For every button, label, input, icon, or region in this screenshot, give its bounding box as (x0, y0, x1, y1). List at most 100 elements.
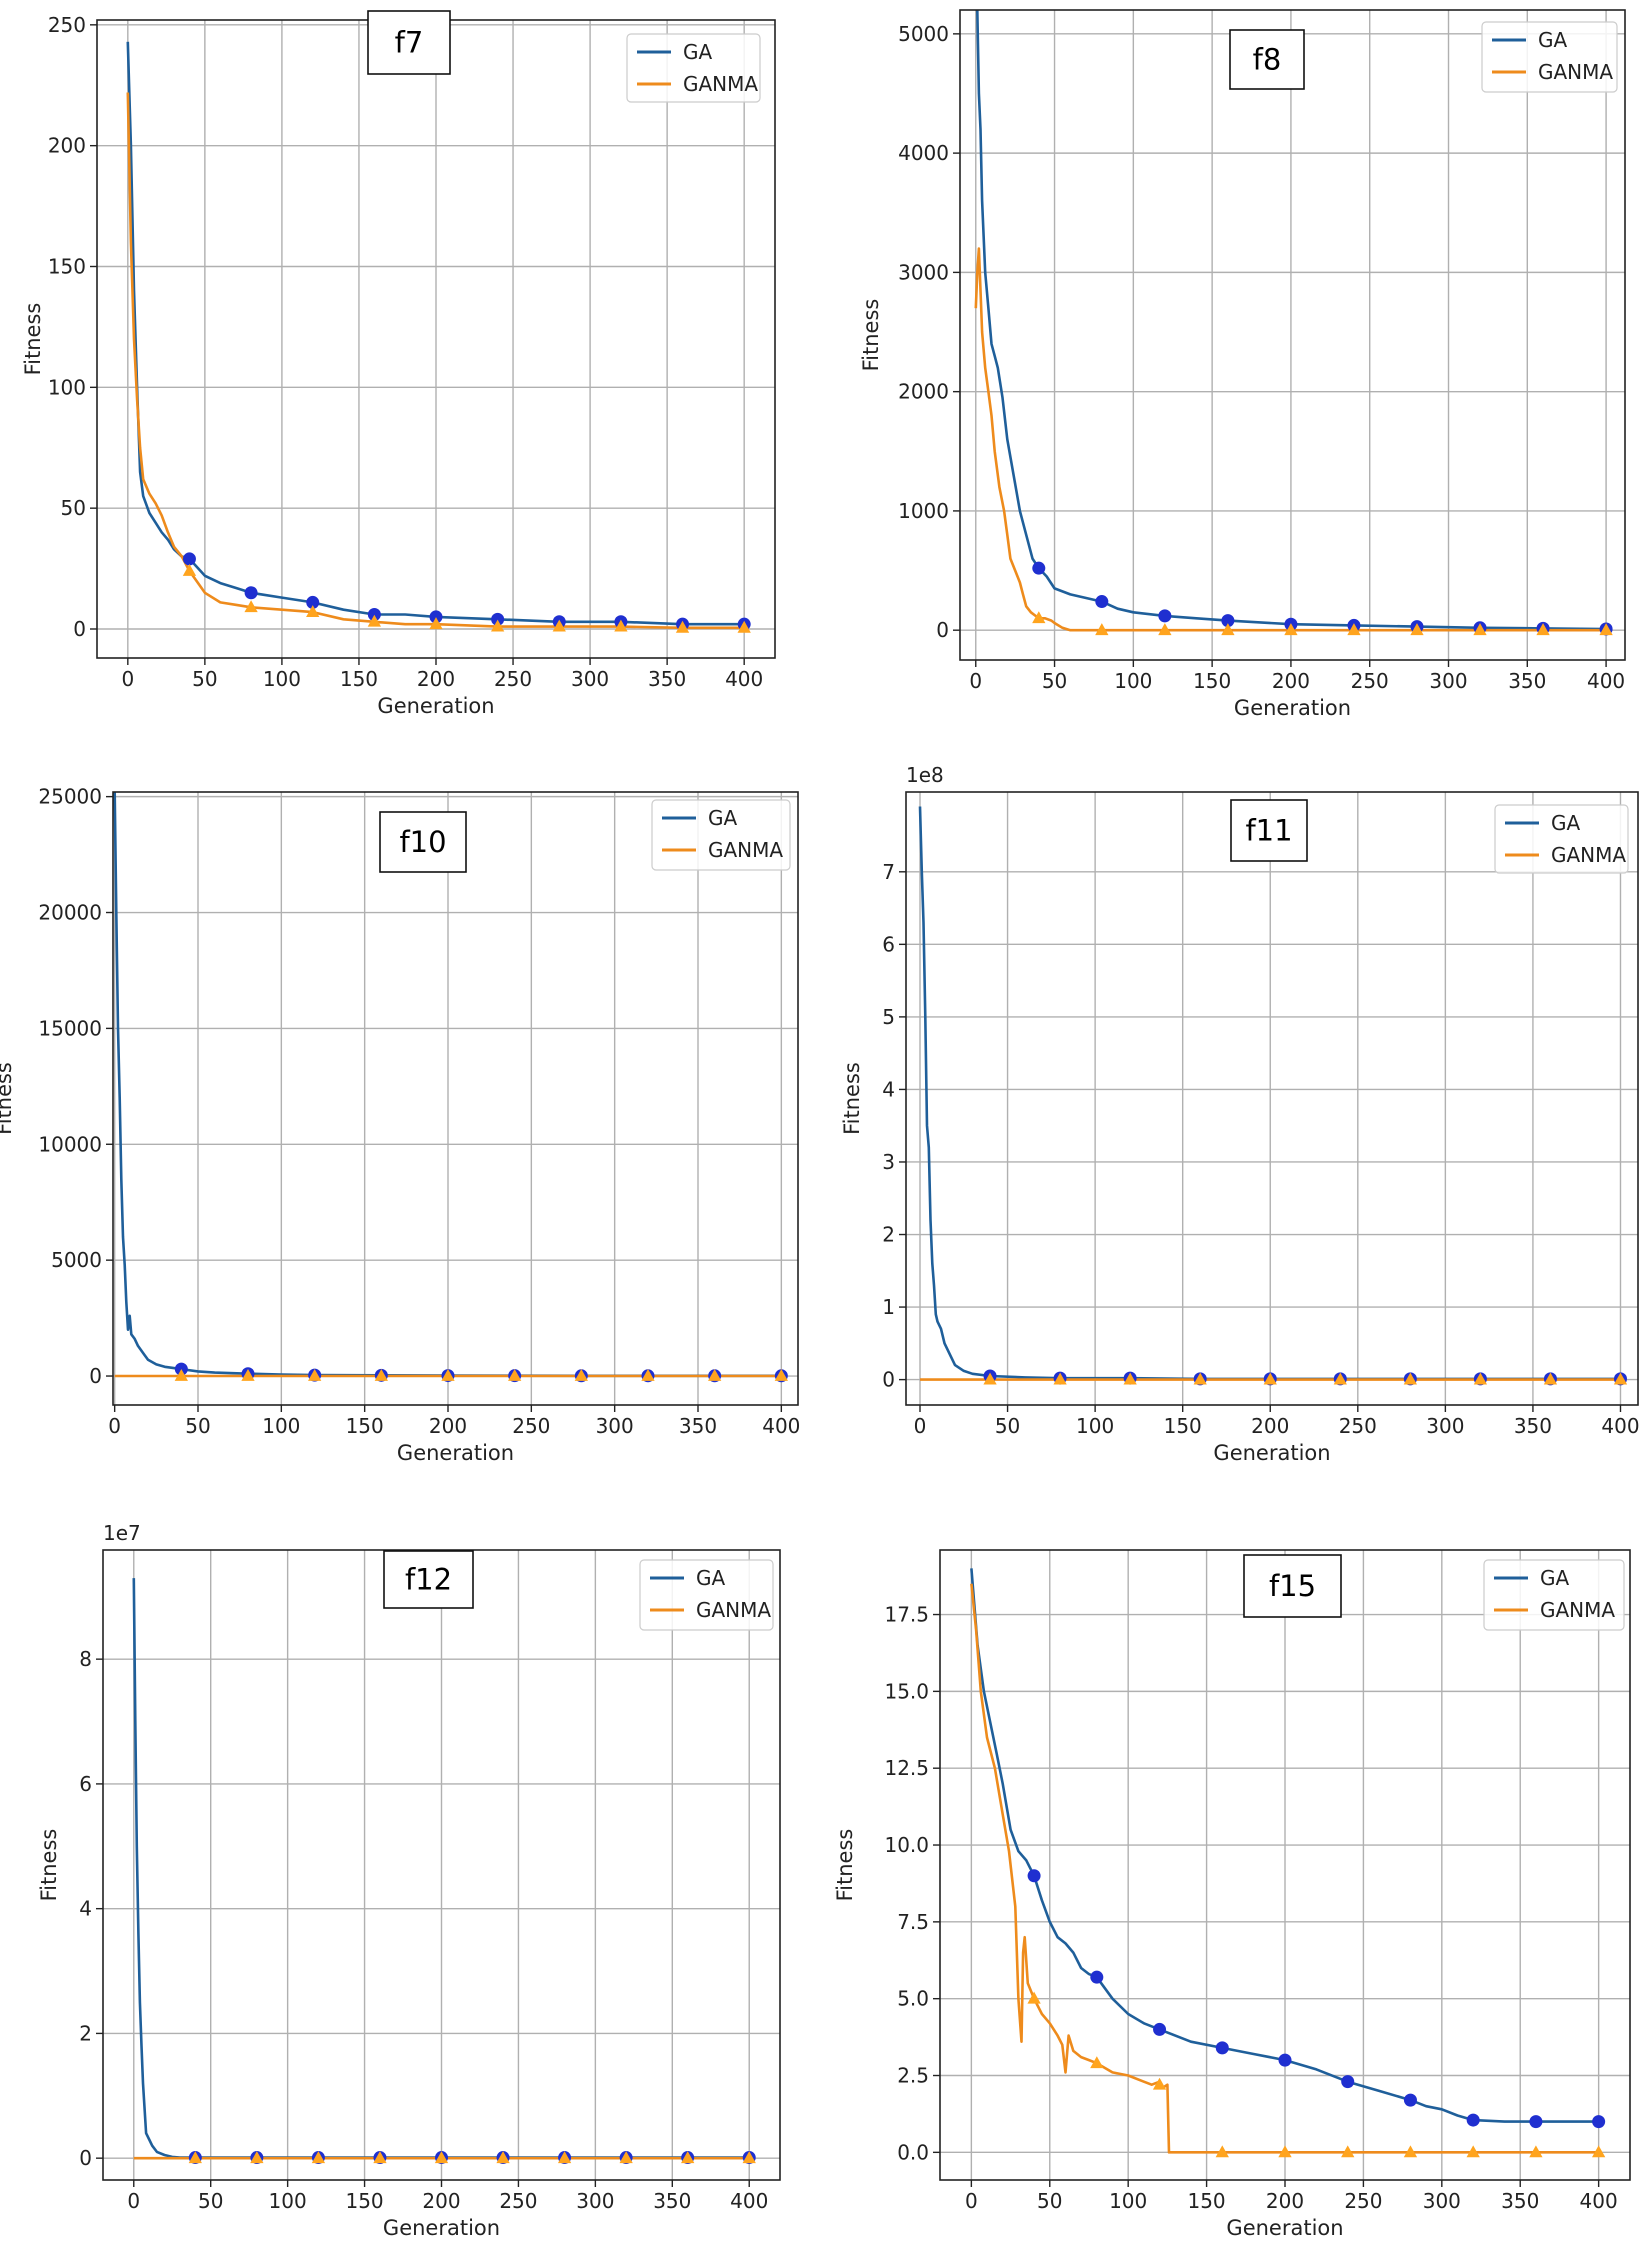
plot-frame (112, 791, 799, 1406)
x-tick-label: 250 (1351, 669, 1389, 693)
x-tick-label: 150 (340, 667, 378, 691)
legend-label-ganma: GANMA (683, 72, 758, 96)
ganma-marker (1473, 623, 1487, 636)
chart-tag-box (383, 1550, 474, 1609)
y-tick-label: 5000 (898, 22, 949, 46)
legend-label-ganma: GANMA (696, 1598, 771, 1622)
legend-label-ga: GA (1540, 1566, 1569, 1590)
ga-marker (1027, 1869, 1041, 1883)
y-tick-label: 1 (882, 1295, 895, 1319)
chart-f12: 0 50 100 150 200 250 300 350 400 0 2 4 6 8 Generation F… (37, 1521, 781, 2240)
ganma-marker (1158, 623, 1172, 636)
y-tick-label: 200 (48, 134, 86, 158)
y-tick-label: 10.0 (884, 1833, 929, 1857)
legend-label-ganma: GANMA (1551, 843, 1626, 867)
x-tick-label: 250 (1344, 2189, 1382, 2213)
ganma-marker (311, 2151, 326, 2164)
legend-label-ga: GA (1538, 28, 1567, 52)
ganma-marker (182, 564, 197, 576)
ganma-marker (490, 619, 505, 632)
chart-tag-box (1243, 1554, 1342, 1618)
legend: GA GANMA (651, 799, 791, 871)
x-tick-label: 400 (1601, 1414, 1639, 1438)
ganma-marker (1284, 623, 1298, 636)
ganma-marker (1543, 1372, 1558, 1385)
chart-f15: 0 50 100 150 200 250 300 350 400 0.0 2.5 5.0 7.5 10.0… (833, 1549, 1631, 2240)
x-tick-label: 100 (269, 2189, 307, 2213)
chart-tag-box (1230, 799, 1308, 862)
x-tick-label: 150 (1187, 2189, 1225, 2213)
y-tick-label: 3000 (898, 260, 949, 284)
x-tick-label: 0 (965, 2189, 978, 2213)
ga-marker (1221, 614, 1235, 628)
x-tick-label: 300 (571, 667, 609, 691)
x-tick-label: 300 (1429, 669, 1467, 693)
chart-tag-label: f15 (1269, 1569, 1316, 1603)
ganma-marker (1278, 2145, 1292, 2158)
x-tick-label: 150 (1193, 669, 1231, 693)
legend: GA GANMA (639, 1559, 774, 1631)
series-line-ganma (126, 92, 745, 630)
x-tick-label: 150 (1164, 1414, 1202, 1438)
series-line-ganma (970, 1583, 1599, 2154)
y-tick-label: 25000 (38, 785, 102, 809)
y-axis-label: Fitness (37, 1829, 61, 1902)
ganma-marker (1403, 2145, 1418, 2158)
x-tick-label: 400 (1580, 2189, 1618, 2213)
ganma-marker (983, 1372, 997, 1385)
ganma-marker (306, 605, 320, 617)
ganma-marker (552, 619, 566, 632)
ganma-marker (1193, 1372, 1207, 1385)
x-tick-label: 50 (198, 2189, 223, 2213)
ganma-marker (574, 1369, 588, 1381)
x-tick-label: 0 (969, 669, 982, 693)
ganma-marker (737, 620, 751, 633)
chart-tag-box (379, 811, 467, 873)
x-tick-label: 50 (192, 667, 217, 691)
ganma-marker (250, 2151, 264, 2164)
x-tick-label: 50 (185, 1414, 210, 1438)
y-tick-label: 50 (61, 496, 86, 520)
x-tick-label: 250 (512, 1414, 550, 1438)
ga-marker (1032, 561, 1046, 575)
chart-f7: 0 50 100 150 200 250 300 350 400050100150200250G… (21, 10, 776, 718)
y-tick-label: 17.5 (884, 1603, 929, 1627)
y-tick-label: 2 (79, 2021, 92, 2045)
x-axis-label: Generation (397, 1441, 514, 1465)
ganma-marker (1263, 1372, 1277, 1385)
y-tick-label: 100 (48, 375, 86, 399)
chart-tag-label: f11 (1245, 814, 1292, 848)
x-tick-label: 350 (653, 2189, 691, 2213)
y-tick-label: 0 (936, 618, 949, 642)
ga-marker (1215, 2041, 1229, 2055)
x-tick-label: 350 (1508, 669, 1546, 693)
x-tick-label: 300 (1423, 2189, 1461, 2213)
chart-tag-box (1229, 29, 1305, 90)
legend-label-ga: GA (683, 40, 712, 64)
chart-tag-box (367, 10, 451, 75)
ga-marker (367, 608, 381, 621)
ga-marker (429, 610, 443, 624)
ganma-marker (1466, 2145, 1480, 2158)
ganma-marker (708, 1369, 722, 1381)
ga-marker (1158, 609, 1172, 623)
y-tick-label: 5 (882, 1005, 895, 1029)
y-axis-label: Fitness (21, 303, 45, 376)
y-tick-label: 0 (73, 617, 86, 641)
y-tick-label: 6 (79, 1772, 92, 1796)
x-tick-label: 50 (995, 1414, 1020, 1438)
x-tick-label: 100 (1114, 669, 1152, 693)
axis-offset-text: 1e7 (103, 1521, 141, 1545)
x-tick-label: 300 (596, 1414, 634, 1438)
x-axis-label: Generation (1213, 1441, 1330, 1465)
x-tick-label: 0 (914, 1414, 927, 1438)
x-tick-label: 200 (1266, 2189, 1304, 2213)
chart-tag-label: f7 (395, 26, 424, 60)
legend-label-ganma: GANMA (1538, 60, 1613, 84)
legend-label-ga: GA (696, 1566, 725, 1590)
chart-tag-label: f10 (399, 825, 446, 859)
ga-marker (1529, 2115, 1543, 2129)
ganma-marker (1333, 1372, 1347, 1385)
chart-f10: 0 50 100 150 200 250 300 350 400 0 5000 10000 15000 2… (0, 785, 800, 1465)
y-tick-label: 0.0 (897, 2140, 929, 2164)
